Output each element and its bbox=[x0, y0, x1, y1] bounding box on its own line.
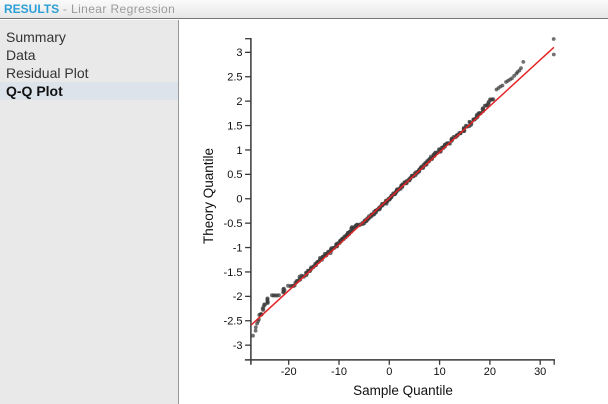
svg-text:-20: -20 bbox=[281, 366, 297, 378]
svg-text:-1.5: -1.5 bbox=[224, 267, 243, 279]
svg-text:10: 10 bbox=[433, 366, 445, 378]
svg-text:1: 1 bbox=[236, 145, 242, 157]
svg-text:0: 0 bbox=[386, 366, 392, 378]
svg-text:-2: -2 bbox=[233, 291, 243, 303]
svg-text:3: 3 bbox=[236, 47, 242, 59]
svg-text:1.5: 1.5 bbox=[227, 120, 242, 132]
svg-text:2.5: 2.5 bbox=[227, 72, 242, 84]
svg-text:2: 2 bbox=[236, 96, 242, 108]
svg-text:0: 0 bbox=[236, 194, 242, 206]
svg-text:-1: -1 bbox=[233, 243, 243, 255]
svg-text:-2.5: -2.5 bbox=[224, 316, 243, 328]
svg-text:0.5: 0.5 bbox=[227, 169, 242, 181]
svg-text:20: 20 bbox=[484, 366, 496, 378]
svg-text:Theory Quantile: Theory Quantile bbox=[201, 148, 216, 244]
svg-text:-10: -10 bbox=[331, 366, 347, 378]
svg-text:-3: -3 bbox=[233, 340, 243, 352]
svg-text:-0.5: -0.5 bbox=[224, 218, 243, 230]
svg-text:Sample Quantile: Sample Quantile bbox=[353, 383, 453, 398]
svg-text:30: 30 bbox=[534, 366, 546, 378]
